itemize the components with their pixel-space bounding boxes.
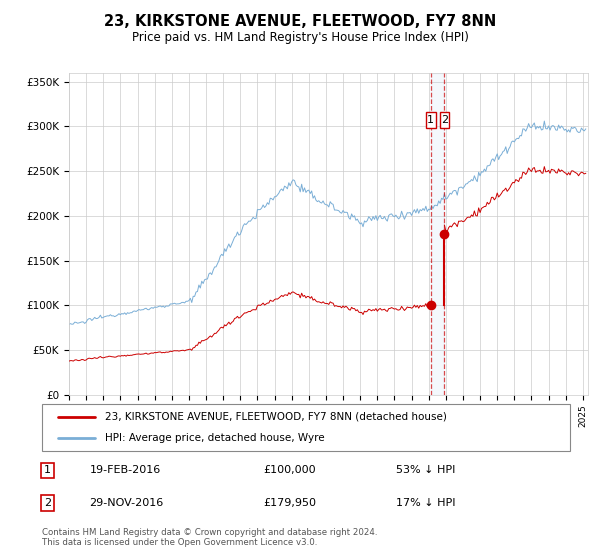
FancyBboxPatch shape <box>42 404 570 451</box>
Text: 2: 2 <box>44 498 51 508</box>
Text: HPI: Average price, detached house, Wyre: HPI: Average price, detached house, Wyre <box>106 433 325 444</box>
Text: 29-NOV-2016: 29-NOV-2016 <box>89 498 164 508</box>
Text: £100,000: £100,000 <box>264 465 316 475</box>
Text: 17% ↓ HPI: 17% ↓ HPI <box>396 498 455 508</box>
Text: Contains HM Land Registry data © Crown copyright and database right 2024.
This d: Contains HM Land Registry data © Crown c… <box>42 528 377 547</box>
Text: £179,950: £179,950 <box>264 498 317 508</box>
Bar <box>431 73 445 395</box>
Text: 23, KIRKSTONE AVENUE, FLEETWOOD, FY7 8NN: 23, KIRKSTONE AVENUE, FLEETWOOD, FY7 8NN <box>104 14 496 29</box>
Text: 1: 1 <box>427 115 434 125</box>
Text: Price paid vs. HM Land Registry's House Price Index (HPI): Price paid vs. HM Land Registry's House … <box>131 31 469 44</box>
Text: 23, KIRKSTONE AVENUE, FLEETWOOD, FY7 8NN (detached house): 23, KIRKSTONE AVENUE, FLEETWOOD, FY7 8NN… <box>106 412 447 422</box>
Text: 19-FEB-2016: 19-FEB-2016 <box>89 465 161 475</box>
Bar <box>440 112 449 128</box>
Text: 53% ↓ HPI: 53% ↓ HPI <box>396 465 455 475</box>
Bar <box>426 112 436 128</box>
Text: 2: 2 <box>441 115 448 125</box>
Text: 1: 1 <box>44 465 51 475</box>
